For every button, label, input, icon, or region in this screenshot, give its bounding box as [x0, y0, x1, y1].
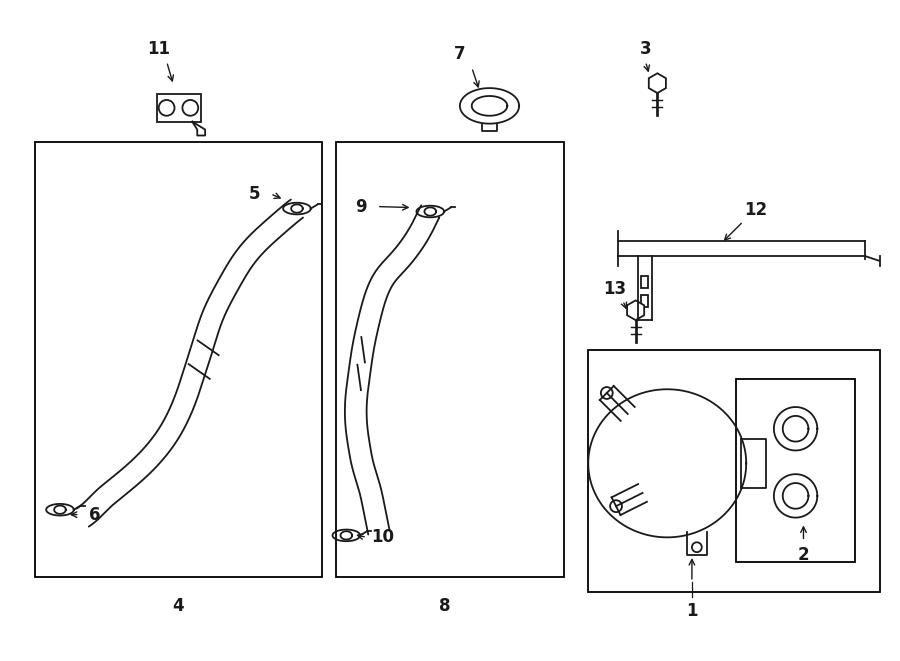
Bar — [589, 350, 879, 592]
Circle shape — [158, 100, 175, 116]
Text: 13: 13 — [603, 280, 626, 297]
Text: 2: 2 — [797, 546, 809, 564]
Polygon shape — [627, 300, 644, 320]
Circle shape — [692, 542, 702, 552]
Text: 3: 3 — [640, 40, 652, 58]
Text: 8: 8 — [439, 598, 451, 615]
Text: 6: 6 — [89, 506, 100, 524]
Bar — [736, 379, 855, 562]
Circle shape — [610, 500, 622, 512]
Bar — [641, 276, 649, 288]
Text: 12: 12 — [744, 200, 768, 219]
Text: 4: 4 — [173, 598, 184, 615]
Bar — [337, 142, 563, 577]
Circle shape — [752, 444, 761, 453]
Text: 1: 1 — [686, 602, 698, 621]
Text: 10: 10 — [372, 528, 394, 547]
Text: 9: 9 — [356, 198, 367, 215]
Circle shape — [752, 473, 761, 483]
Bar — [157, 94, 202, 122]
Text: 5: 5 — [248, 184, 260, 203]
Bar — [641, 295, 649, 307]
Bar — [35, 142, 321, 577]
Text: 7: 7 — [454, 44, 465, 63]
Circle shape — [183, 100, 198, 116]
Circle shape — [601, 387, 613, 399]
Text: 11: 11 — [148, 40, 170, 58]
Polygon shape — [649, 73, 666, 93]
